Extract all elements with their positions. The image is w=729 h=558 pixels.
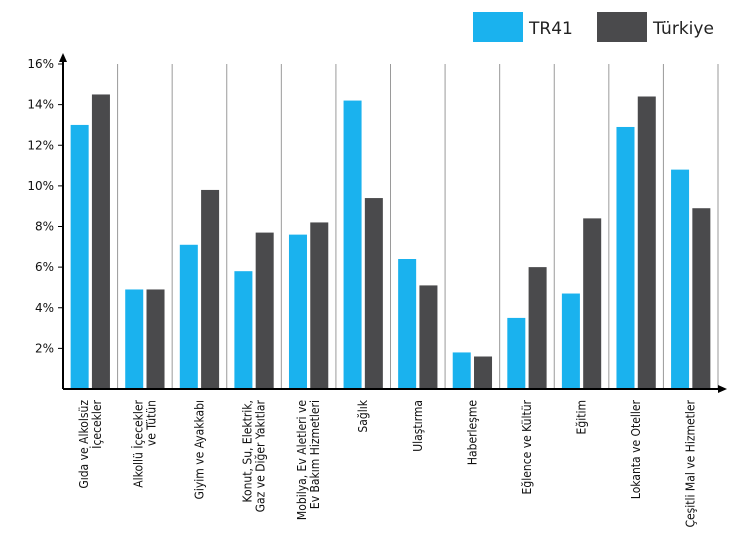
bar-turkiye	[637, 96, 656, 389]
bar-tr41	[125, 289, 144, 389]
category-label: Mobilya, Ev Aletleri ve	[295, 400, 309, 520]
category-label: Gaz ve Diğer Yakıtlar	[254, 399, 268, 512]
category-label: Konut, Su, Elektrik,	[241, 400, 255, 502]
bar-tr41	[288, 234, 307, 389]
bar-tr41	[452, 352, 471, 389]
legend: TR41 Türkiye	[473, 12, 714, 42]
category-label: Eğlence ve Kültür	[520, 399, 534, 494]
y-tick-labels: 2% 4% 6% 8% 10% 12% 14% 16%	[27, 57, 54, 355]
bar-turkiye	[364, 198, 383, 389]
bar-turkiye	[91, 94, 110, 389]
bar-turkiye	[146, 289, 165, 389]
y-tick-label: 10%	[27, 179, 54, 193]
bar-tr41	[179, 244, 198, 389]
bars	[70, 94, 711, 389]
y-tick-label: 2%	[35, 341, 54, 355]
category-label: Çeşitli Mal ve Hizmetler	[684, 399, 698, 527]
category-label: Ulaştırma	[411, 400, 425, 452]
legend-swatch-turkiye	[597, 12, 647, 42]
bar-turkiye	[692, 208, 711, 389]
bar-turkiye	[255, 232, 274, 389]
category-label: Sağlık	[356, 399, 370, 432]
category-labels: Gıda ve Alkolsüz İçecekler Alkollü İçecekl…	[77, 399, 698, 527]
category-label: İçecekler	[89, 399, 104, 448]
category-label: Giyim ve Ayakkabı	[192, 400, 206, 500]
grid-lines	[117, 64, 719, 389]
y-tick-label: 14%	[27, 98, 54, 112]
axes	[58, 53, 727, 393]
category-label: Lokanta ve Oteller	[629, 399, 643, 499]
bar-turkiye	[419, 285, 438, 389]
bar-tr41	[561, 293, 580, 389]
y-tick-label: 8%	[35, 220, 54, 234]
y-tick-label: 12%	[27, 138, 54, 152]
category-label: Ev Bakım Hizmetleri	[308, 400, 322, 509]
bar-tr41	[507, 317, 526, 389]
legend-label-tr41: TR41	[528, 19, 573, 39]
category-label: Haberleşme	[465, 400, 479, 465]
y-tick-label: 6%	[35, 260, 54, 274]
y-tick-label: 16%	[27, 57, 54, 71]
bar-tr41	[70, 124, 89, 389]
bar-turkiye	[310, 222, 329, 389]
bar-turkiye	[528, 267, 547, 389]
legend-swatch-tr41	[473, 12, 523, 42]
bar-tr41	[234, 271, 253, 389]
category-label: ve Tütün	[144, 400, 158, 446]
y-tick-label: 4%	[35, 301, 54, 315]
bar-turkiye	[474, 356, 493, 389]
bar-tr41	[671, 169, 690, 389]
bar-turkiye	[201, 189, 220, 389]
legend-label-turkiye: Türkiye	[652, 19, 714, 39]
bar-tr41	[616, 126, 635, 389]
x-axis-arrow	[718, 385, 727, 393]
bar-tr41	[343, 100, 362, 389]
category-label: Alkollü İçecekler	[130, 399, 145, 487]
category-label: Eğitim	[575, 400, 589, 434]
category-label: Gıda ve Alkolsüz	[77, 400, 91, 489]
y-axis-arrow	[59, 53, 67, 62]
bar-tr41	[398, 259, 417, 389]
bar-turkiye	[583, 218, 602, 389]
